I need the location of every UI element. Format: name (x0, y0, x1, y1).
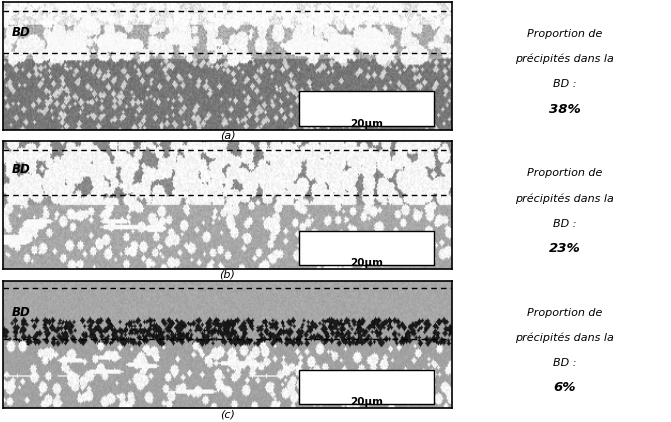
Bar (299, 92, 433, 126)
Text: BD :: BD : (553, 358, 576, 368)
Text: 38%: 38% (549, 103, 580, 116)
Text: BD: BD (12, 26, 31, 39)
Text: 6%: 6% (554, 381, 576, 395)
Text: Proportion de: Proportion de (527, 29, 603, 39)
Bar (299, 370, 433, 404)
Text: Proportion de: Proportion de (527, 308, 603, 318)
Text: précipités dans la: précipités dans la (515, 193, 614, 204)
Text: BD: BD (12, 163, 31, 176)
Bar (299, 231, 433, 265)
Text: 20μm: 20μm (350, 397, 383, 407)
Text: précipités dans la: précipités dans la (515, 54, 614, 65)
Text: BD :: BD : (553, 219, 576, 229)
Text: (b): (b) (219, 270, 236, 280)
Text: BD :: BD : (553, 79, 576, 89)
Text: précipités dans la: précipités dans la (515, 333, 614, 343)
Text: BD: BD (12, 306, 31, 319)
Text: Proportion de: Proportion de (527, 168, 603, 179)
Text: 20μm: 20μm (350, 258, 383, 268)
Text: (c): (c) (220, 409, 235, 419)
Text: (a): (a) (219, 130, 236, 141)
Text: 20μm: 20μm (350, 119, 383, 129)
Text: 23%: 23% (549, 242, 580, 255)
